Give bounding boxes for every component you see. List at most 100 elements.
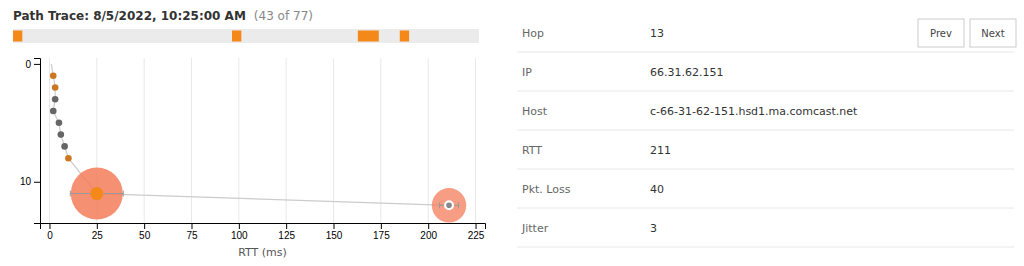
tick-label: 10 xyxy=(20,176,32,187)
row-value: c-66-31-62-151.hsd1.ma.comcast.net xyxy=(650,105,858,118)
bubble xyxy=(432,188,466,222)
hop-dot xyxy=(52,96,59,103)
button-label[interactable]: Next xyxy=(981,28,1004,39)
y-axis: 0 10 xyxy=(20,59,41,224)
chart: Path Trace: 8/5/2022, 10:25:00 AM (43 of … xyxy=(0,0,1024,266)
tick: 10 xyxy=(20,176,40,187)
tick-label: 150 xyxy=(326,230,343,241)
tick: 150 xyxy=(326,223,343,241)
tick-label: 125 xyxy=(278,230,295,241)
row-value: 66.31.62.151 xyxy=(650,66,723,79)
row-separator xyxy=(517,52,1014,53)
timeline-segment xyxy=(400,31,409,42)
row-value: 3 xyxy=(650,222,657,235)
grid-line xyxy=(49,58,50,223)
bubble-center-ring xyxy=(444,200,454,210)
subtitle: (43 of 77) xyxy=(254,9,313,23)
row-label: Pkt. Loss xyxy=(522,183,571,196)
info-table: Hop 13 IP 66.31.62.151 Host c-66-31-62-151.hs… xyxy=(517,27,1014,247)
row-separator xyxy=(517,169,1014,170)
x-axis: 0 25 50 75 100 125 150 175 200 225 xyxy=(41,223,486,241)
grid-line xyxy=(191,58,192,223)
tick: 125 xyxy=(278,223,295,241)
hop-dot xyxy=(50,72,57,79)
nav-buttons[interactable]: Prev Next xyxy=(918,19,1016,47)
hop-dot xyxy=(65,155,72,162)
tick-mark xyxy=(334,223,335,229)
grid-line xyxy=(144,58,145,223)
bubble-center xyxy=(446,203,452,209)
row-separator xyxy=(517,208,1014,209)
tick-label: 0 xyxy=(25,59,31,70)
row-separator xyxy=(517,91,1014,92)
button-box[interactable] xyxy=(918,19,964,47)
row-label: Hop xyxy=(522,27,544,40)
tick-mark xyxy=(428,223,429,229)
axis-line xyxy=(41,224,486,230)
row-label: RTT xyxy=(522,144,542,157)
tick-mark xyxy=(239,223,240,229)
axis-line xyxy=(34,59,41,224)
tick-mark xyxy=(97,223,98,229)
y-error-bar xyxy=(446,203,452,208)
tick: 0 xyxy=(47,223,53,241)
tick-label: 75 xyxy=(186,230,198,241)
hop-dot xyxy=(56,120,63,127)
tick-mark xyxy=(191,223,192,229)
timeline-segment xyxy=(232,31,241,42)
row-label: Host xyxy=(522,105,548,118)
grid-line xyxy=(475,58,476,223)
tick-label: 0 xyxy=(47,230,53,241)
row-separator xyxy=(517,130,1014,131)
nav-button[interactable]: Prev xyxy=(918,19,964,47)
plot-marks xyxy=(50,64,466,223)
button-box[interactable] xyxy=(970,19,1016,47)
tick-label: 50 xyxy=(139,230,151,241)
row-label: Jitter xyxy=(521,222,549,235)
bubble xyxy=(71,168,123,220)
grid-line xyxy=(428,58,429,223)
tick: 75 xyxy=(186,223,198,241)
tick-label: 200 xyxy=(420,230,437,241)
tick: 0 xyxy=(25,59,40,70)
timeline-segment xyxy=(358,31,379,42)
timeline-track xyxy=(13,29,479,43)
tick-mark xyxy=(49,223,50,229)
grid xyxy=(49,58,475,223)
tick: 100 xyxy=(231,223,248,241)
nav-button[interactable]: Next xyxy=(970,19,1016,47)
x-error-bar xyxy=(440,202,459,208)
error-bar xyxy=(440,202,459,208)
tick-label: 25 xyxy=(92,230,104,241)
timeline-segment xyxy=(13,31,22,42)
hop-dot xyxy=(61,143,68,150)
row-value: 40 xyxy=(650,183,664,196)
row-separator xyxy=(517,247,1014,248)
row-value: 13 xyxy=(650,27,664,40)
tick-label: 225 xyxy=(468,230,485,241)
hop-dot xyxy=(58,131,65,138)
hop-dot xyxy=(50,108,57,115)
tick-mark xyxy=(476,223,477,229)
tick-label: 175 xyxy=(373,230,390,241)
bubble-center xyxy=(90,187,103,200)
tick: 225 xyxy=(468,223,485,241)
row-label: IP xyxy=(522,66,532,79)
grid-line xyxy=(380,58,381,223)
tick-mark xyxy=(34,182,40,183)
tick-label: 100 xyxy=(231,230,248,241)
tick-mark xyxy=(381,223,382,229)
grid-line xyxy=(286,58,287,223)
grid-line xyxy=(333,58,334,223)
row-value: 211 xyxy=(650,144,671,157)
button-label[interactable]: Prev xyxy=(930,28,952,39)
tick-mark xyxy=(286,223,287,229)
x-axis-title: RTT (ms) xyxy=(238,246,287,259)
title: Path Trace: 8/5/2022, 10:25:00 AM xyxy=(13,9,246,23)
tick: 175 xyxy=(373,223,390,241)
tick-mark xyxy=(144,223,145,229)
timeline xyxy=(13,29,479,43)
tick-mark xyxy=(34,64,40,65)
tick: 25 xyxy=(92,223,104,241)
hop-dot xyxy=(52,84,59,91)
